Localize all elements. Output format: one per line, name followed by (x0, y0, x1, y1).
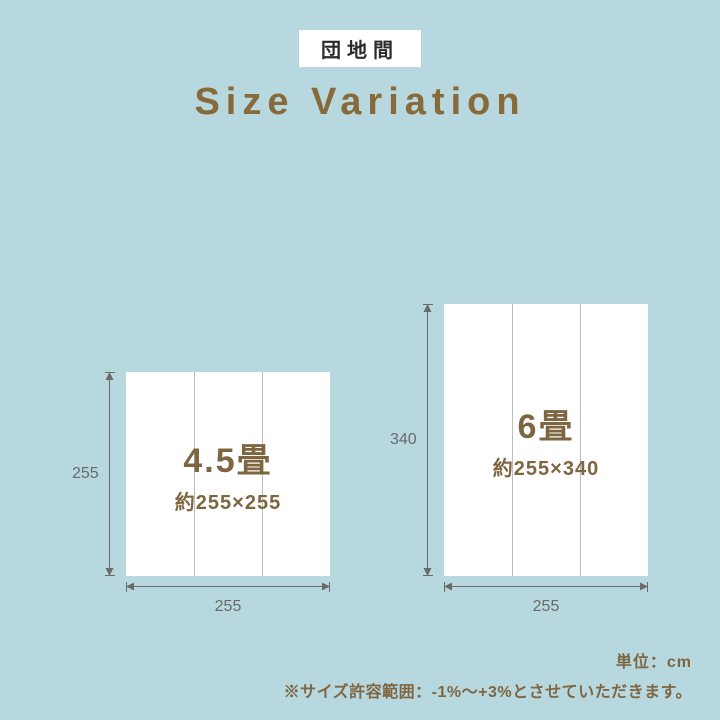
tolerance-note: ※サイズ許容範囲：-1%～+3%とさせていただきます。 (284, 678, 692, 702)
size-box: 6畳約255×340 (444, 304, 648, 576)
dimension-value: 255 (215, 598, 242, 616)
size-items: 4.5畳約255×255 255 255 6畳約255×340 340 255 (0, 170, 720, 620)
size-item: 4.5畳約255×255 255 255 (72, 372, 330, 620)
size-item: 6畳約255×340 340 255 (390, 304, 648, 620)
page-title: Size Variation (0, 81, 720, 124)
dimension-vertical: 340 (390, 304, 433, 576)
dimension-vertical: 255 (72, 372, 115, 576)
unit-label: 単位：cm (284, 648, 692, 672)
size-label-main: 4.5畳 (183, 433, 272, 482)
dimension-bracket (126, 582, 330, 592)
type-badge: 団地間 (299, 30, 421, 67)
footer: 単位：cm ※サイズ許容範囲：-1%～+3%とさせていただきます。 (284, 648, 692, 702)
dimension-bracket (423, 304, 433, 576)
size-label-sub: 約255×255 (175, 486, 281, 515)
dimension-bracket (444, 582, 648, 592)
dimension-value: 340 (390, 431, 417, 449)
dimension-bracket (105, 372, 115, 576)
dimension-value: 255 (533, 598, 560, 616)
size-label-sub: 約255×340 (493, 452, 599, 481)
size-label-main: 6畳 (518, 399, 575, 448)
dimension-horizontal: 255 (126, 582, 330, 616)
size-box: 4.5畳約255×255 (126, 372, 330, 576)
header: 団地間 Size Variation (0, 30, 720, 124)
panel-divider (512, 304, 513, 576)
dimension-horizontal: 255 (444, 582, 648, 616)
panel-divider (580, 304, 581, 576)
dimension-value: 255 (72, 465, 99, 483)
